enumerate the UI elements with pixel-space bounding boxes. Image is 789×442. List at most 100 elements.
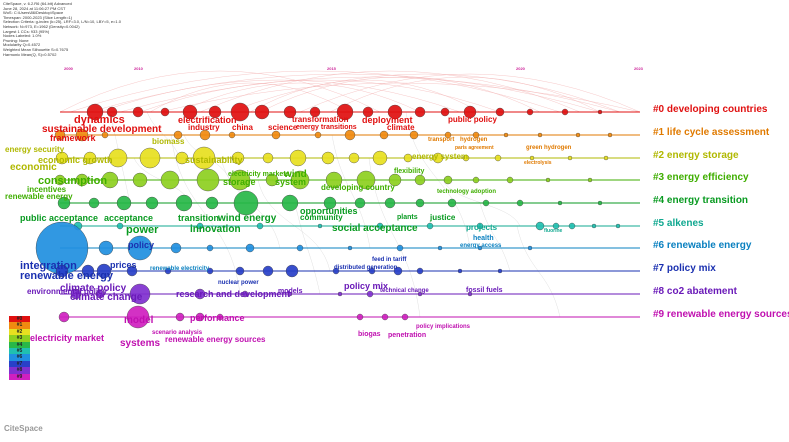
- citation-arc: [299, 73, 641, 113]
- keyword-node: [597, 200, 603, 206]
- keyword-node: [233, 190, 259, 216]
- keyword-node: [101, 131, 109, 139]
- keyword-label: scenario analysis: [152, 330, 203, 336]
- keyword-node: [54, 174, 66, 186]
- keyword-label: sustainable development: [42, 124, 162, 135]
- keyword-node: [545, 177, 551, 183]
- keyword-node: [336, 103, 354, 121]
- cluster-label-9[interactable]: #9 renewable energy sources: [653, 309, 789, 320]
- keyword-node: [414, 106, 426, 118]
- keyword-node: [95, 289, 105, 299]
- meta-line: Weighted Mean Silhouette S=0.7675: [3, 46, 69, 52]
- citation-arc: [69, 70, 561, 113]
- keyword-node: [127, 235, 153, 261]
- keyword-label: fluorine: [544, 228, 563, 234]
- keyword-node: [285, 264, 299, 278]
- cluster-color-legend: #0 #1 #2 #3 #4 #5 #6 #7 #8 #9: [9, 316, 30, 380]
- keyword-node: [537, 132, 543, 138]
- keyword-node: [108, 148, 128, 168]
- keyword-node: [348, 152, 360, 164]
- keyword-node: [561, 108, 569, 116]
- keyword-label: renewable energy sources: [165, 335, 266, 344]
- legend-swatch: #7: [9, 360, 30, 368]
- keyword-node: [494, 154, 502, 162]
- keyword-label: incentives: [27, 185, 67, 194]
- keyword-node: [323, 196, 337, 210]
- keyword-node: [58, 311, 70, 323]
- keyword-node: [462, 154, 470, 162]
- keyword-node: [379, 130, 389, 140]
- keyword-node: [145, 196, 159, 210]
- keyword-node: [482, 199, 490, 207]
- keyword-node: [192, 146, 216, 170]
- cluster-label-4[interactable]: #4 energy transition: [653, 195, 749, 206]
- keyword-node: [325, 171, 343, 189]
- keyword-label: energy system: [412, 152, 469, 161]
- keyword-node: [126, 305, 150, 329]
- keyword-label: social acceptance: [332, 223, 418, 234]
- keyword-node: [463, 105, 477, 119]
- cluster-link: [479, 202, 511, 272]
- legend-swatch: #5: [9, 347, 30, 355]
- keyword-node: [426, 222, 434, 230]
- keyword-label: climate policy: [60, 283, 127, 294]
- meta-line: Harmonic Mean(Q, S)=0.5702: [3, 51, 57, 57]
- keyword-label: climate change: [70, 292, 143, 303]
- keyword-label: renewable energy: [20, 270, 113, 282]
- keyword-node: [70, 288, 82, 300]
- citation-arc: [199, 70, 581, 113]
- keyword-label: penetration: [388, 332, 427, 339]
- keyword-node: [83, 151, 97, 165]
- keyword-label: policy implications: [416, 324, 471, 330]
- citation-arc: [139, 79, 501, 113]
- keyword-label: industry: [188, 123, 220, 132]
- keyword-node: [175, 151, 189, 165]
- keyword-node: [444, 131, 452, 139]
- keyword-node: [497, 268, 503, 274]
- keyword-node: [568, 222, 576, 230]
- year-label: 2010: [134, 66, 143, 71]
- keyword-node: [552, 222, 560, 230]
- keyword-label: environmental policy: [27, 287, 108, 296]
- keyword-node: [271, 130, 281, 140]
- keyword-label: technical change: [380, 288, 429, 294]
- legend-swatch: #6: [9, 354, 30, 361]
- meta-line: Timespan: 2000-2023 (Slice Length=1): [3, 14, 73, 20]
- keyword-label: systems: [120, 338, 161, 349]
- keyword-node: [175, 312, 185, 322]
- meta-line: June 28, 2024 at 11:06:27 PM CST: [3, 5, 66, 11]
- keyword-node: [321, 151, 335, 165]
- keyword-node: [182, 104, 198, 120]
- keyword-node: [467, 291, 473, 297]
- keyword-label: electrification: [178, 115, 237, 125]
- cluster-label-7[interactable]: #7 policy mix: [653, 263, 716, 274]
- keyword-node: [241, 290, 249, 298]
- keyword-node: [457, 268, 463, 274]
- keyword-node: [535, 221, 545, 231]
- cluster-label-5[interactable]: #5 alkenes: [653, 218, 704, 229]
- keyword-label: model: [124, 315, 154, 326]
- keyword-node: [443, 175, 453, 185]
- cluster-label-1[interactable]: #1 life cycle assessment: [653, 127, 770, 138]
- keyword-node: [160, 107, 170, 117]
- legend-swatch: #4: [9, 341, 30, 348]
- legend-swatch: #8: [9, 367, 30, 374]
- cluster-label-8[interactable]: #8 co2 abatement: [653, 286, 737, 297]
- keyword-node: [526, 108, 534, 116]
- keyword-node: [196, 222, 204, 230]
- cluster-label-3[interactable]: #3 energy efficiency: [653, 172, 749, 183]
- keyword-node: [199, 129, 211, 141]
- keyword-label: power: [126, 224, 159, 236]
- keyword-node: [262, 152, 274, 164]
- keyword-label: wind energy: [218, 213, 277, 224]
- citation-arc: [149, 82, 351, 113]
- keyword-label: acceptance: [104, 213, 154, 223]
- cluster-label-6[interactable]: #6 renewable energy: [653, 240, 752, 251]
- legend-swatch: #0: [9, 316, 30, 323]
- cluster-label-0[interactable]: #0 developing countries: [653, 104, 768, 115]
- keyword-node: [615, 223, 621, 229]
- cluster-label-2[interactable]: #2 energy storage: [653, 150, 739, 161]
- keyword-node: [381, 313, 389, 321]
- keyword-node: [575, 132, 581, 138]
